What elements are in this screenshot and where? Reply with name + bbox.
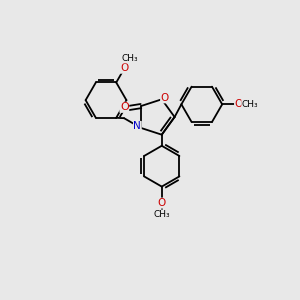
Text: CH₃: CH₃ <box>122 54 139 63</box>
Text: O: O <box>158 198 166 208</box>
Text: CH₃: CH₃ <box>153 210 170 219</box>
Text: N: N <box>134 122 141 131</box>
Text: O: O <box>120 102 129 112</box>
Text: O: O <box>235 99 243 109</box>
Text: CH₃: CH₃ <box>242 100 258 109</box>
Text: O: O <box>120 63 129 73</box>
Text: O: O <box>160 93 169 103</box>
